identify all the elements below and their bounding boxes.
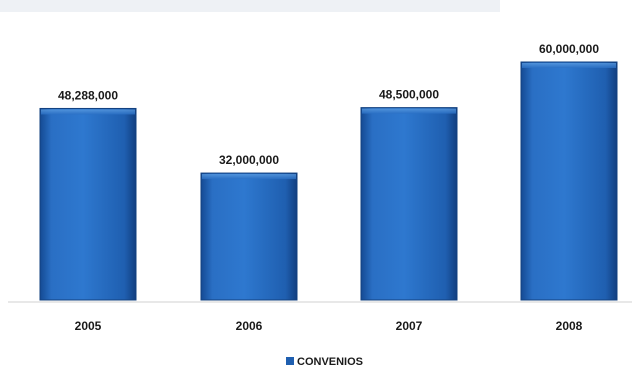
value-label-2006: 32,000,000 [219, 153, 279, 167]
value-labels-group: 48,288,000 32,000,000 48,500,000 60,000,000 [58, 42, 599, 167]
bar-highlight-2005 [41, 109, 135, 115]
legend: CONVENIOS [286, 356, 363, 368]
x-tick-2008: 2008 [556, 319, 583, 333]
legend-swatch [286, 357, 294, 365]
value-label-2007: 48,500,000 [379, 88, 439, 102]
bar-2006 [200, 172, 298, 301]
x-tick-labels-group: 2005 2006 2007 2008 [75, 319, 583, 333]
x-tick-2005: 2005 [75, 319, 102, 333]
bar-highlight-2007 [362, 108, 456, 114]
header-strip [0, 0, 500, 12]
legend-label: CONVENIOS [297, 356, 363, 368]
bar-highlight-2008 [522, 63, 616, 68]
x-tick-2007: 2007 [396, 319, 423, 333]
value-label-2005: 48,288,000 [58, 88, 118, 102]
bar-2005 [39, 107, 137, 301]
bar-2007 [360, 107, 458, 301]
bar-2008 [520, 61, 618, 301]
bars-group [39, 61, 618, 301]
x-tick-2006: 2006 [236, 319, 263, 333]
bar-highlight-2006 [202, 174, 296, 180]
value-label-2008: 60,000,000 [539, 42, 599, 56]
